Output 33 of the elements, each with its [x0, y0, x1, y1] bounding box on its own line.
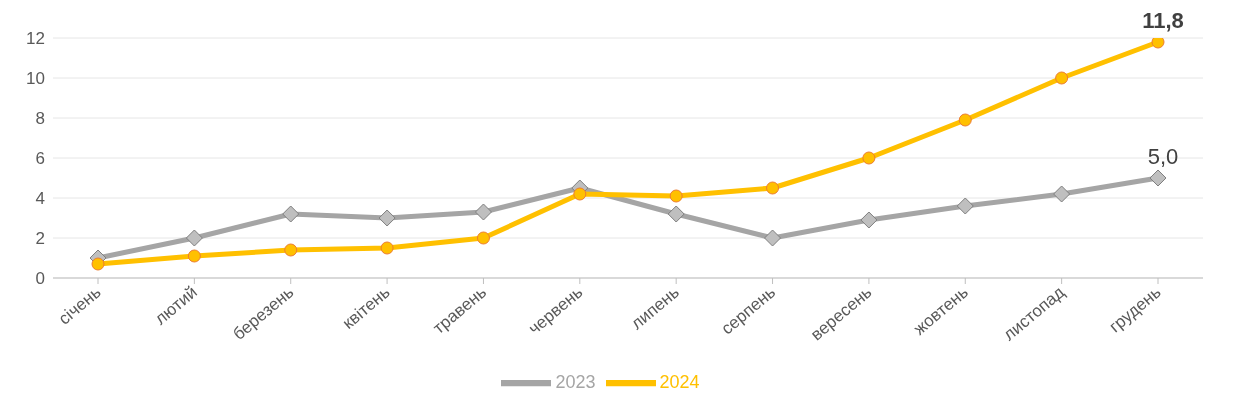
point [380, 241, 394, 255]
y-tick-label: 6 [35, 149, 45, 169]
point [667, 205, 685, 223]
data-label: 5,0 [1147, 144, 1179, 169]
y-tick-label: 12 [26, 29, 45, 49]
point [185, 229, 203, 247]
point [958, 113, 972, 127]
legend-label: 2023 [555, 371, 596, 392]
point [764, 229, 782, 247]
point [862, 151, 876, 165]
point [282, 205, 300, 223]
point [378, 209, 396, 227]
point [476, 231, 490, 245]
y-tick-label: 8 [35, 109, 45, 129]
y-tick-label: 10 [26, 69, 45, 89]
point [284, 243, 298, 257]
legend-label: 2024 [659, 371, 700, 392]
point [766, 181, 780, 195]
data-label: 11,8 [1142, 8, 1184, 33]
point [1151, 38, 1165, 49]
y-tick-label: 0 [35, 269, 45, 289]
point [1149, 169, 1167, 187]
y-tick-label: 2 [35, 229, 45, 249]
point [91, 257, 105, 271]
point [669, 189, 683, 203]
point [1053, 185, 1071, 203]
point [474, 203, 492, 221]
point [573, 187, 587, 201]
point [860, 211, 878, 229]
y-tick-label: 4 [35, 189, 45, 209]
point [1055, 71, 1069, 85]
point [956, 197, 974, 215]
point [187, 249, 201, 263]
